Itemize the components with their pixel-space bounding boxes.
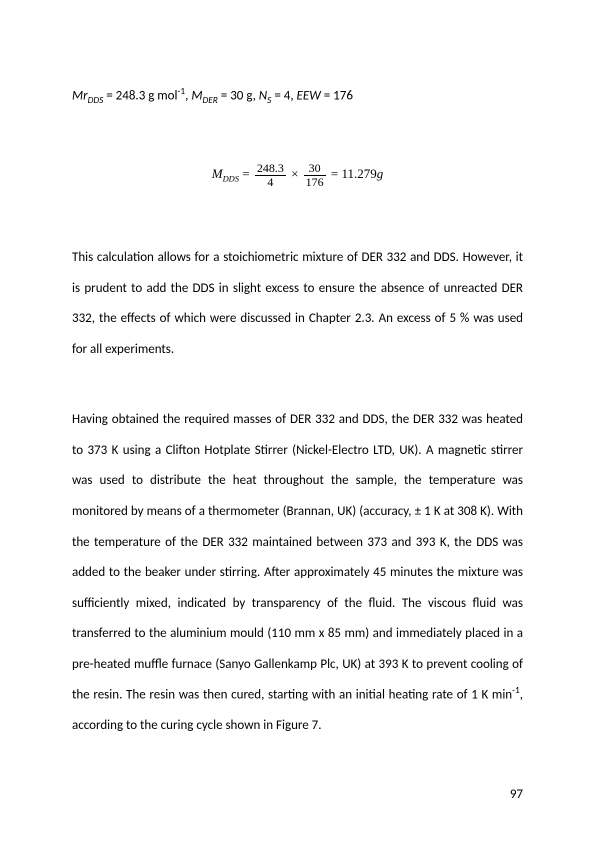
page-number: 97 bbox=[510, 786, 523, 804]
mr-symbol: Mr bbox=[72, 88, 88, 103]
eq-frac1: 248.3 4 bbox=[253, 162, 288, 188]
para2-sup: -1 bbox=[512, 684, 520, 696]
mr-subscript: DDS bbox=[88, 94, 104, 106]
eq-frac1-den: 4 bbox=[255, 176, 286, 189]
eq-frac2-den: 176 bbox=[304, 176, 326, 189]
mder-value: = 30 g, bbox=[218, 88, 259, 103]
ns-value: = 4, bbox=[271, 88, 296, 103]
eq-frac1-num: 248.3 bbox=[255, 162, 286, 176]
paragraph-2: Having obtained the required masses of D… bbox=[72, 405, 523, 741]
eq-frac2-num: 30 bbox=[304, 162, 326, 176]
para2-pre: Having obtained the required masses of D… bbox=[72, 412, 523, 702]
eq-result: 11.279 bbox=[342, 166, 377, 181]
eq-lhs-subscript: DDS bbox=[223, 174, 239, 184]
ns-symbol: N bbox=[259, 88, 267, 103]
given-values-line: MrDDS = 248.3 g mol-1, MDER = 30 g, NS =… bbox=[72, 85, 523, 107]
eq-unit: g bbox=[377, 166, 384, 181]
eew-symbol: EEW bbox=[297, 88, 321, 103]
eq-lhs-symbol: M bbox=[212, 166, 223, 181]
paragraph-1: This calculation allows for a stoichiome… bbox=[72, 243, 523, 365]
eew-value: = 176 bbox=[321, 88, 353, 103]
mr-superscript: -1 bbox=[178, 85, 186, 97]
equation-block: MDDS = 248.3 4 × 30 176 = 11.279g bbox=[72, 162, 523, 188]
eq-frac2: 30 176 bbox=[302, 162, 328, 188]
mder-symbol: M bbox=[191, 88, 202, 103]
mr-value: = 248.3 g mol bbox=[103, 88, 177, 103]
mder-subscript: DER bbox=[202, 94, 217, 106]
